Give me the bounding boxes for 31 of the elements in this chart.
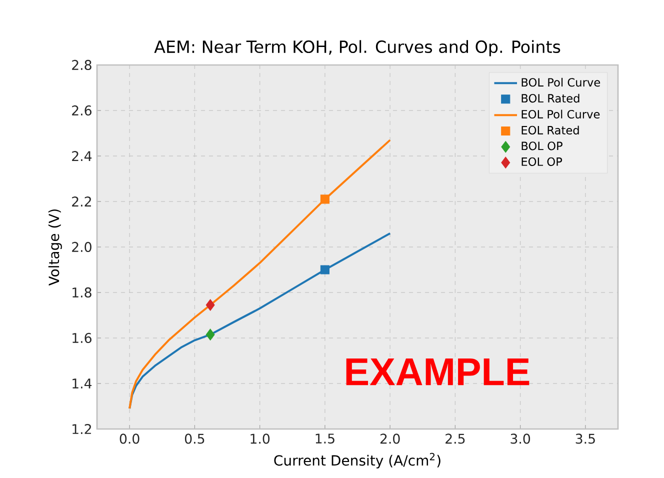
y-tick-label: 1.6 [72, 332, 92, 344]
x-axis-title: Current Density (A/cm$^{2}$) [274, 452, 440, 468]
y-tick-label: 1.2 [72, 424, 91, 434]
y-tick-label: 2.4 [72, 151, 92, 161]
legend-label: BOL OP [522, 142, 562, 150]
y-tick-label: 2.0 [72, 242, 92, 252]
point [320, 194, 330, 204]
legend-label: BOL Rated [522, 94, 580, 103]
annotation: EXAMPLE [346, 358, 530, 386]
x-tick-label: 3.0 [510, 434, 530, 444]
point [206, 299, 215, 311]
point [206, 328, 215, 340]
point [320, 265, 330, 274]
x-tick-label: 0.5 [184, 434, 204, 444]
x-tick-label: 0.0 [120, 434, 140, 444]
x-tick-label: 3.5 [576, 434, 595, 444]
y-axis-title: Voltage (V) [48, 209, 62, 286]
y-tick-label: 2.8 [72, 60, 92, 70]
x-tick-label: 1.0 [250, 434, 270, 444]
x-tick-label: 1.5 [316, 434, 334, 444]
chart-title: AEM: Near Term KOH, Pol. Curves and Op. Points [154, 40, 560, 56]
y-tick-label: 2.2 [72, 196, 91, 206]
legend-label: EOL OP [522, 157, 562, 166]
y-tick-label: 1.8 [72, 287, 92, 298]
y-tick-label: 1.4 [72, 378, 92, 388]
x-tick-label: 2.0 [380, 434, 400, 444]
legend-label: EOL Pol Curve [522, 110, 600, 119]
legend-label: EOL Rated [522, 126, 579, 134]
legend-label: BOL Pol Curve [522, 78, 600, 87]
y-tick-label: 2.6 [72, 105, 92, 116]
x-tick-label: 2.5 [446, 434, 465, 444]
